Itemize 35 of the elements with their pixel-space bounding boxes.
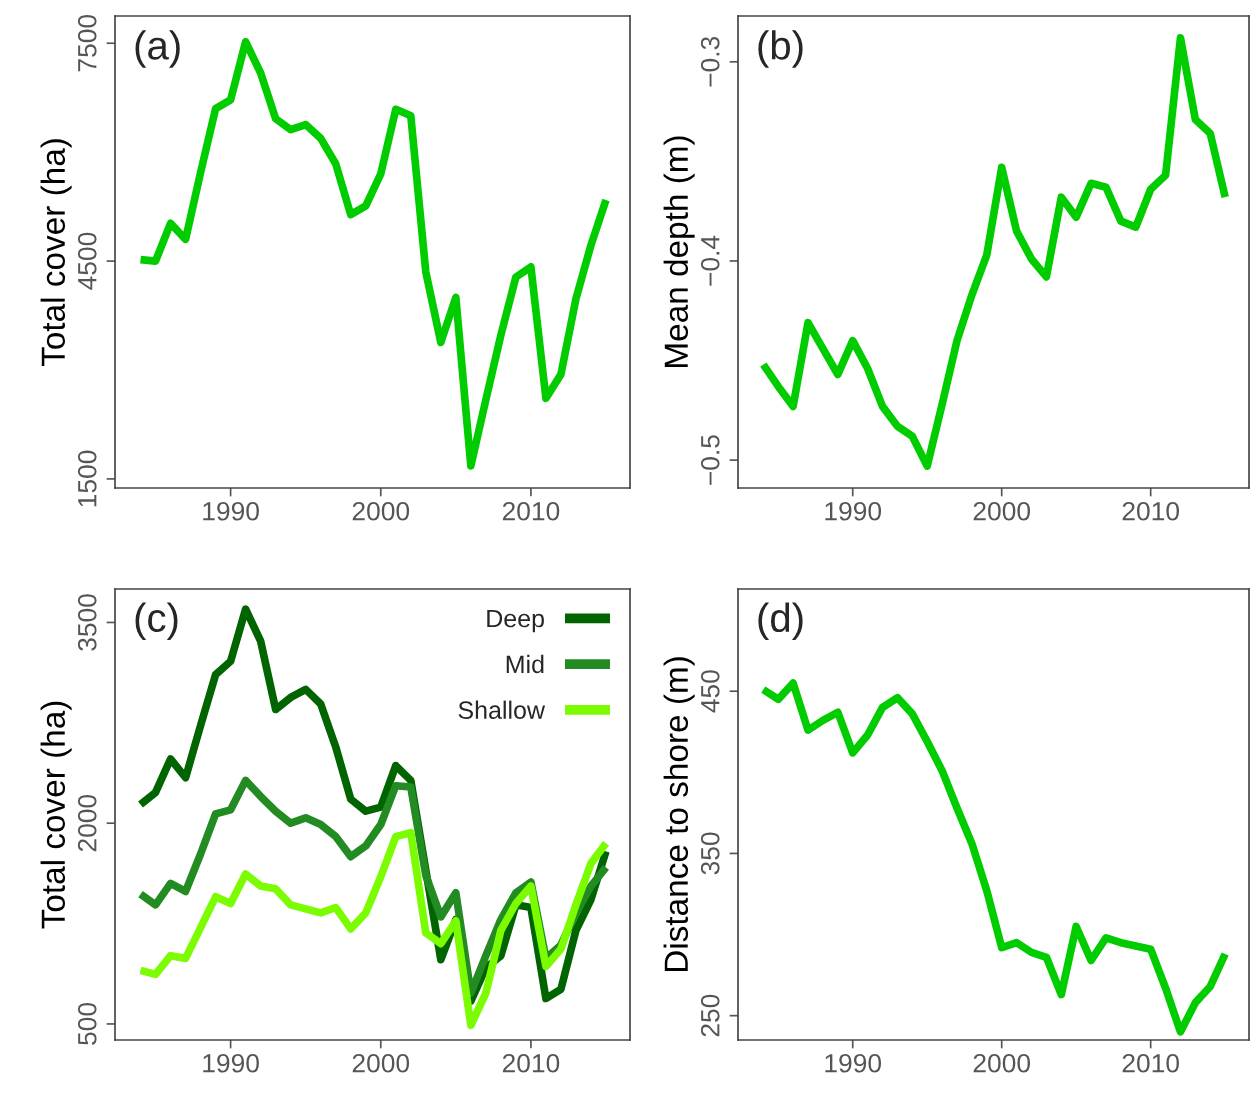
y-tick-label: 500 — [77, 1002, 97, 1045]
x-tick-label: 2000 — [973, 1053, 1031, 1073]
annotation: (c) — [135, 602, 178, 641]
annotation: (d) — [758, 602, 803, 641]
x-tick-label: 2010 — [1122, 1053, 1179, 1073]
y-tick-label: −0.3 — [700, 36, 720, 87]
annotation: (a) — [135, 30, 180, 68]
x-tick-label: 2010 — [502, 501, 560, 521]
y-tick-label: 7500 — [77, 14, 97, 72]
legend-label: Mid — [506, 654, 544, 674]
legend-label: Deep — [487, 609, 544, 633]
x-tick-label: 2010 — [1122, 501, 1179, 521]
x-tick-label: 2000 — [352, 1053, 410, 1073]
annotation: (b) — [758, 30, 803, 68]
y-tick-label: 2000 — [77, 794, 97, 852]
x-tick-label: 2000 — [352, 501, 410, 521]
y-tick-label: 1500 — [77, 450, 97, 507]
y-tick-label: 250 — [700, 994, 720, 1037]
y-axis-title: Total cover (ha) — [40, 139, 72, 367]
x-tick-label: 1990 — [203, 501, 259, 521]
x-tick-label: 2010 — [502, 1053, 560, 1073]
y-axis-title: Mean depth (m) — [663, 136, 695, 367]
y-axis-title: Total cover (ha) — [40, 701, 72, 929]
y-tick-label: 350 — [700, 832, 720, 875]
y-tick-label: −0.4 — [700, 235, 720, 286]
y-tick-label: 450 — [700, 670, 720, 713]
y-axis-title: Distance to shore (m) — [663, 657, 695, 972]
y-tick-label: 3500 — [77, 594, 97, 651]
x-tick-label: 2000 — [973, 501, 1031, 521]
legend-label: Shallow — [458, 700, 546, 719]
y-tick-label: 4500 — [77, 232, 97, 290]
x-tick-label: 1990 — [825, 501, 882, 521]
y-tick-label: −0.5 — [700, 435, 720, 485]
x-tick-label: 1990 — [203, 1053, 259, 1073]
x-tick-label: 1990 — [825, 1053, 882, 1073]
